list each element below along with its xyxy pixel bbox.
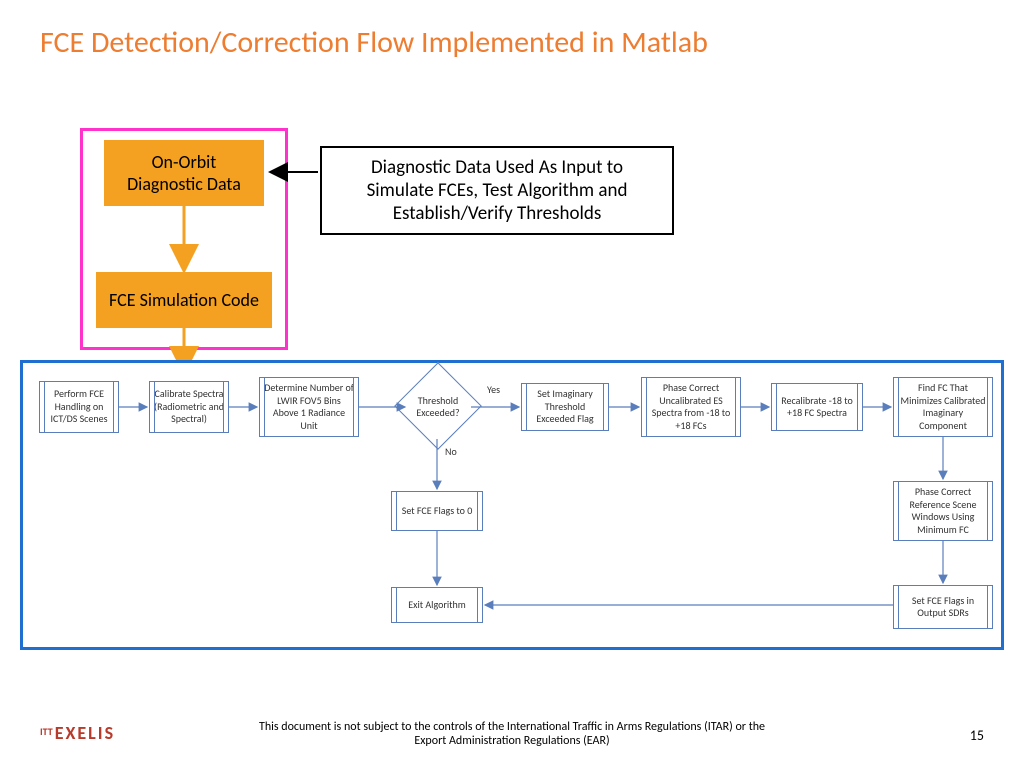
node-set-sdr-flags: Set FCE Flags in Output SDRs [893, 585, 993, 629]
decision-threshold: Threshold Exceeded? [397, 375, 479, 439]
decision-label: Threshold Exceeded? [397, 395, 479, 418]
fce-sim-code-box: FCE Simulation Code [96, 272, 272, 328]
node-recalibrate: Recalibrate -18 to +18 FC Spectra [771, 383, 863, 431]
node-perform-fce: Perform FCE Handling on ICT/DS Scenes [39, 381, 119, 433]
diagnostic-data-box: On-Orbit Diagnostic Data [104, 140, 264, 206]
callout-box: Diagnostic Data Used As Input to Simulat… [320, 146, 674, 235]
node-calibrate: Calibrate Spectra (Radiometric and Spect… [149, 381, 229, 433]
footer-disclaimer: This document is not subject to the cont… [252, 720, 772, 748]
edge-yes: Yes [487, 383, 500, 396]
flowchart-container: Perform FCE Handling on ICT/DS Scenes Ca… [20, 360, 1004, 650]
node-determine-bins: Determine Number of LWIR FOV5 Bins Above… [259, 377, 359, 437]
node-set-flag: Set Imaginary Threshold Exceeded Flag [521, 383, 609, 431]
node-find-fc: Find FC That Minimizes Calibrated Imagin… [893, 377, 993, 437]
edge-no: No [445, 445, 457, 458]
node-exit: Exit Algorithm [391, 587, 483, 623]
node-phase-ref: Phase Correct Reference Scene Windows Us… [893, 481, 993, 541]
node-flags-zero: Set FCE Flags to 0 [391, 491, 483, 531]
slide-title: FCE Detection/Correction Flow Implemente… [40, 24, 708, 61]
page-number: 15 [970, 727, 984, 744]
node-phase-correct: Phase Correct Uncalibrated ES Spectra fr… [641, 377, 741, 437]
logo-main: EXELIS [55, 722, 115, 744]
logo-pre: ITT [40, 725, 53, 738]
logo: ITTEXELIS [40, 722, 115, 744]
